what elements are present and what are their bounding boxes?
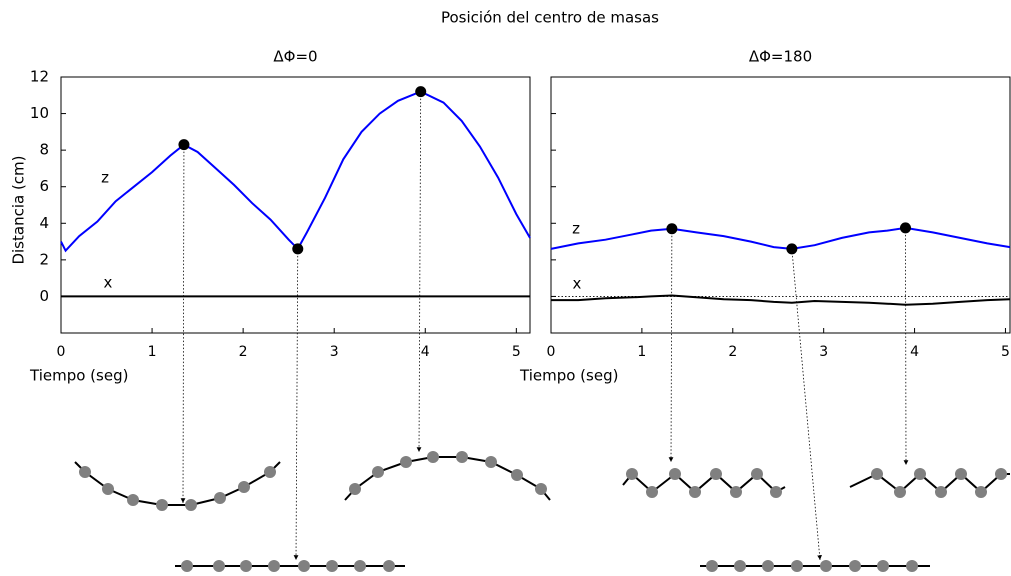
- pointer-line: [416, 91, 422, 453]
- chain-mass: [79, 466, 91, 478]
- y-tick-label: 10: [30, 104, 49, 122]
- plot-frame: [60, 76, 531, 334]
- chain-mass: [326, 560, 338, 572]
- chain-mass: [383, 560, 395, 572]
- pointer-line: [293, 248, 299, 561]
- chain-mass: [372, 466, 384, 478]
- y-tick-label: 4: [39, 214, 49, 232]
- chain-rod: [622, 472, 786, 494]
- x-tick-label: 3: [330, 344, 339, 360]
- x-tick-label: 4: [421, 344, 430, 360]
- chain-mass: [354, 560, 366, 572]
- chain-mass: [485, 456, 497, 468]
- chain-mass: [185, 499, 197, 511]
- x-tick-label: 2: [239, 344, 248, 360]
- series-label: x: [104, 274, 113, 292]
- chain-mass: [626, 468, 638, 480]
- series-line: [551, 294, 1011, 306]
- y-tick-label: 8: [39, 141, 49, 159]
- y-tick-label: 6: [39, 177, 49, 195]
- highlight-point: [786, 243, 798, 255]
- chain-mass: [820, 560, 832, 572]
- highlight-point: [666, 223, 678, 235]
- y-tick-label: 12: [30, 68, 49, 86]
- x-tick-label: 2: [728, 344, 737, 360]
- chain-mass: [298, 560, 310, 572]
- panel-title: ΔΦ=0: [273, 48, 317, 66]
- chain-mass: [349, 483, 361, 495]
- chain-mass: [456, 451, 468, 463]
- chain-mass: [791, 560, 803, 572]
- chain-mass: [240, 560, 252, 572]
- y-axis-label: Distancia (cm): [10, 155, 28, 264]
- panel-title: ΔΦ=180: [749, 48, 812, 66]
- plot-frame: [550, 76, 1011, 334]
- x-tick-label: 0: [57, 344, 66, 360]
- x-axis-label: Tiempo (seg): [29, 367, 128, 385]
- chain-mass: [730, 486, 742, 498]
- chain-mass: [646, 486, 658, 498]
- chain-rod: [344, 456, 551, 501]
- chain-mass: [689, 486, 701, 498]
- chain-mass: [268, 560, 280, 572]
- chain-mass: [914, 468, 926, 480]
- chain-mass: [427, 451, 439, 463]
- chain-mass: [238, 481, 250, 493]
- x-axis-label: Tiempo (seg): [519, 367, 618, 385]
- chain-mass: [214, 492, 226, 504]
- chain-mass: [935, 486, 947, 498]
- chain-mass: [955, 468, 967, 480]
- figure-title: Posición del centro de masas: [441, 9, 659, 27]
- chain-mass: [669, 468, 681, 480]
- x-tick-label: 1: [148, 344, 157, 360]
- x-tick-label: 1: [637, 344, 646, 360]
- pointer-line: [903, 227, 909, 466]
- series-label: z: [572, 220, 580, 238]
- chain-mass: [849, 560, 861, 572]
- chain-mass: [751, 468, 763, 480]
- series-line: [550, 226, 1011, 250]
- x-tick-label: 4: [910, 344, 919, 360]
- chain-rod: [74, 461, 281, 506]
- pointer-line: [668, 228, 674, 463]
- highlight-point: [899, 222, 911, 234]
- chain-mass: [535, 483, 547, 495]
- chain-mass: [127, 494, 139, 506]
- chain-mass: [906, 560, 918, 572]
- x-tick-label: 3: [819, 344, 828, 360]
- chain-mass: [213, 560, 225, 572]
- y-tick-label: 2: [39, 250, 49, 268]
- chain-mass: [710, 468, 722, 480]
- chain-mass: [706, 560, 718, 572]
- chain-mass: [102, 483, 114, 495]
- x-tick-label: 5: [1001, 344, 1010, 360]
- chain-mass: [181, 560, 193, 572]
- chain-mass: [734, 560, 746, 572]
- x-tick-label: 0: [547, 344, 556, 360]
- chain-mass: [770, 486, 782, 498]
- series-line: [60, 90, 531, 253]
- chain-mass: [894, 486, 906, 498]
- series-label: x: [573, 275, 582, 293]
- chain-mass: [975, 486, 987, 498]
- highlight-point: [178, 139, 190, 151]
- chain-mass: [762, 560, 774, 572]
- y-tick-label: 0: [39, 287, 49, 305]
- pointer-line: [791, 248, 822, 561]
- highlight-point: [292, 243, 304, 255]
- chain-mass: [871, 468, 883, 480]
- chain-mass: [995, 468, 1007, 480]
- chain-mass: [156, 499, 168, 511]
- chain-mass: [400, 456, 412, 468]
- series-label: z: [101, 169, 109, 187]
- highlight-point: [415, 86, 427, 98]
- x-tick-label: 5: [512, 344, 521, 360]
- pointer-line: [180, 144, 186, 504]
- chain-mass: [264, 466, 276, 478]
- chain-mass: [877, 560, 889, 572]
- chain-mass: [511, 469, 523, 481]
